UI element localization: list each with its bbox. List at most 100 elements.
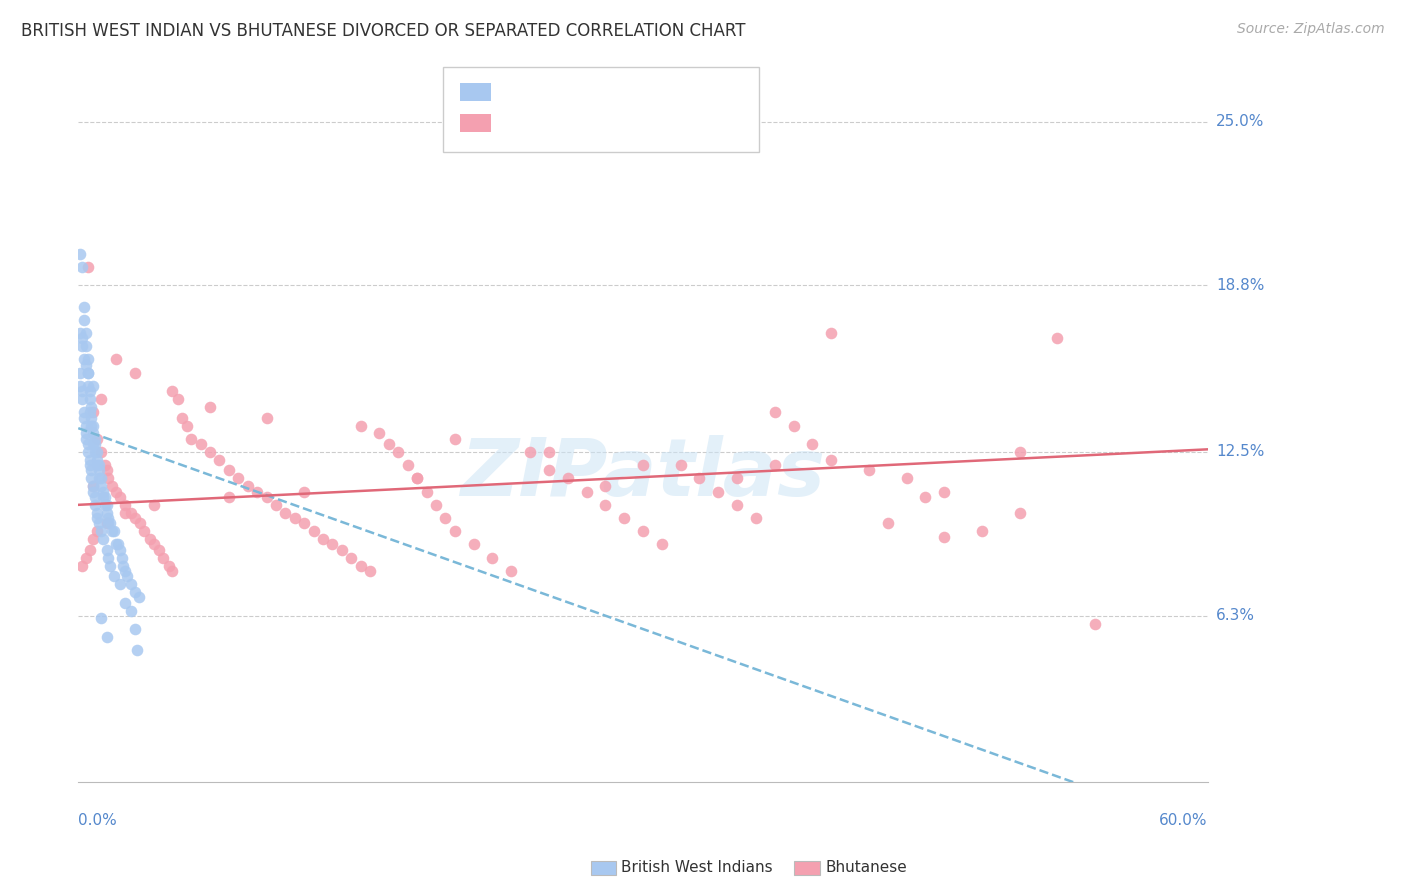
Point xyxy=(176,418,198,433)
Point xyxy=(595,498,617,512)
Point xyxy=(84,445,107,459)
Point xyxy=(707,484,730,499)
Point xyxy=(631,524,654,539)
Point xyxy=(87,516,110,531)
Point xyxy=(82,405,104,419)
Text: Source: ZipAtlas.com: Source: ZipAtlas.com xyxy=(1237,22,1385,37)
Point xyxy=(763,458,786,473)
Point xyxy=(108,542,131,557)
Point xyxy=(463,537,485,551)
Text: 12.5%: 12.5% xyxy=(1216,444,1264,459)
Point xyxy=(124,366,146,380)
Point xyxy=(75,358,97,372)
Point xyxy=(256,490,278,504)
Point xyxy=(198,445,221,459)
Text: R =  0.060   N = 110: R = 0.060 N = 110 xyxy=(502,116,661,130)
Point xyxy=(108,490,131,504)
Point xyxy=(120,603,142,617)
Point xyxy=(256,410,278,425)
Point xyxy=(73,313,96,327)
Point xyxy=(330,542,353,557)
Point xyxy=(190,437,212,451)
Point xyxy=(90,479,112,493)
Point xyxy=(152,550,174,565)
Point xyxy=(79,458,101,473)
Point xyxy=(114,506,136,520)
Text: British West Indians: British West Indians xyxy=(621,860,773,874)
Point xyxy=(613,511,636,525)
Point xyxy=(350,558,373,573)
Point xyxy=(934,530,956,544)
Point xyxy=(87,471,110,485)
Point xyxy=(82,479,104,493)
Point xyxy=(84,432,107,446)
Point xyxy=(76,260,98,274)
Point xyxy=(180,432,202,446)
Point xyxy=(274,506,297,520)
Point xyxy=(73,405,96,419)
Point xyxy=(84,437,107,451)
Point xyxy=(128,591,150,605)
Point xyxy=(86,432,108,446)
Point xyxy=(76,379,98,393)
Point xyxy=(76,366,98,380)
Text: 0.0%: 0.0% xyxy=(79,813,117,828)
Point xyxy=(142,498,165,512)
Point xyxy=(167,392,190,406)
Point xyxy=(90,524,112,539)
Point xyxy=(425,498,447,512)
Point xyxy=(112,558,135,573)
Point xyxy=(914,490,936,504)
Point xyxy=(98,558,121,573)
Point xyxy=(80,418,103,433)
Point xyxy=(79,453,101,467)
Point xyxy=(575,484,598,499)
Point xyxy=(84,498,107,512)
Point xyxy=(1008,506,1031,520)
Point xyxy=(86,453,108,467)
Point xyxy=(595,479,617,493)
Point xyxy=(368,426,391,441)
Point xyxy=(124,585,146,599)
Point xyxy=(70,384,93,399)
Point xyxy=(86,445,108,459)
Point xyxy=(139,532,162,546)
Point xyxy=(763,405,786,419)
Point xyxy=(396,458,419,473)
Point xyxy=(97,516,120,531)
Point xyxy=(236,479,259,493)
Point xyxy=(359,564,381,578)
Point xyxy=(103,524,125,539)
Point xyxy=(801,437,824,451)
Text: BRITISH WEST INDIAN VS BHUTANESE DIVORCED OR SEPARATED CORRELATION CHART: BRITISH WEST INDIAN VS BHUTANESE DIVORCE… xyxy=(21,22,745,40)
Point xyxy=(114,564,136,578)
Point xyxy=(79,542,101,557)
Point xyxy=(90,471,112,485)
Point xyxy=(443,432,465,446)
Point xyxy=(292,484,315,499)
Point xyxy=(104,537,127,551)
Point xyxy=(218,463,240,477)
Point xyxy=(481,550,503,565)
Point xyxy=(970,524,993,539)
Point xyxy=(120,577,142,591)
Point xyxy=(96,516,118,531)
Point xyxy=(79,405,101,419)
Point xyxy=(97,511,120,525)
Point xyxy=(134,524,156,539)
Point xyxy=(98,516,121,531)
Point xyxy=(104,352,127,367)
Point xyxy=(75,550,97,565)
Point xyxy=(86,506,108,520)
Point xyxy=(284,511,307,525)
Point xyxy=(96,463,118,477)
Point xyxy=(82,532,104,546)
Point xyxy=(110,550,132,565)
Point xyxy=(87,463,110,477)
Point xyxy=(91,532,114,546)
Point xyxy=(70,558,93,573)
Point xyxy=(218,490,240,504)
Point xyxy=(104,484,127,499)
Point xyxy=(96,630,118,644)
Point xyxy=(443,524,465,539)
